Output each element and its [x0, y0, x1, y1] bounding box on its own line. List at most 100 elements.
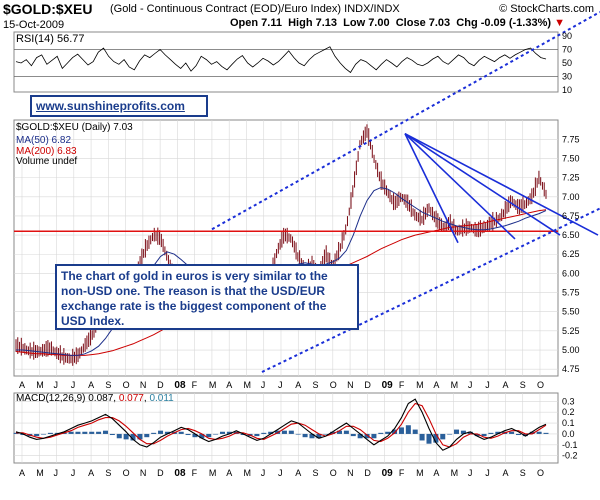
down-arrow-icon: ▼ — [554, 17, 565, 29]
price-x-tick-label: A — [88, 380, 94, 390]
macd-histogram-bar — [364, 433, 370, 439]
macd-histogram-bar — [261, 432, 267, 434]
macd-histogram-bar — [89, 431, 95, 434]
macd-x-tick-label: J — [261, 468, 266, 478]
macd-histogram-bar — [330, 431, 336, 434]
price-tick-label: 5.00 — [562, 345, 580, 355]
price-x-tick-label: S — [105, 380, 111, 390]
price-x-tick-label: A — [19, 380, 25, 390]
macd-histogram-bar — [185, 433, 191, 436]
macd-tick-label: -0.2 — [562, 451, 578, 461]
upper-channel-line — [211, 11, 600, 231]
price-x-tick-label: 08 — [174, 380, 186, 391]
rsi-line — [15, 46, 547, 74]
price-tick-label: 5.25 — [562, 326, 580, 336]
macd-histogram-bar — [337, 430, 343, 434]
price-x-tick-label: D — [157, 380, 164, 390]
price-x-tick-label: M — [416, 380, 424, 390]
macd-x-tick-label: M — [416, 468, 424, 478]
price-x-tick-label: A — [502, 380, 508, 390]
macd-histogram-bar — [350, 433, 356, 437]
macd-x-tick-label: S — [313, 468, 319, 478]
price-x-tick-label: M — [243, 380, 251, 390]
rsi-tick-label: 90 — [562, 31, 572, 41]
macd-tick-label: 0.1 — [562, 418, 575, 428]
rsi-tick-label: 50 — [562, 58, 572, 68]
price-x-tick-label: N — [140, 380, 147, 390]
annotation-text: The chart of gold in euros is very simil… — [61, 269, 328, 328]
macd-histogram-bar — [254, 433, 260, 437]
macd-histogram-bar — [34, 433, 40, 437]
macd-histogram-bar — [426, 433, 432, 444]
macd-x-tick-label: A — [295, 468, 301, 478]
macd-line — [15, 398, 547, 451]
price-tick-label: 7.25 — [562, 173, 580, 183]
macd-histogram-bar — [378, 432, 384, 434]
price-tick-label: 7.75 — [562, 134, 580, 144]
macd-x-tick-label: F — [399, 468, 405, 478]
price-tick-label: 7.00 — [562, 192, 580, 202]
price-tick-label: 4.75 — [562, 364, 580, 374]
price-tick-label: 5.75 — [562, 288, 580, 298]
price-tick-label: 6.25 — [562, 249, 580, 259]
macd-x-tick-label: J — [71, 468, 76, 478]
price-x-tick-label: F — [399, 380, 405, 390]
macd-x-tick-label: M — [36, 468, 44, 478]
price-x-tick-label: D — [364, 380, 371, 390]
copyright-label: © StockCharts.com — [499, 3, 594, 15]
price-x-tick-label: 09 — [382, 380, 394, 391]
macd-histogram-bar — [419, 433, 425, 441]
macd-histogram-bar — [116, 433, 122, 439]
axis-layer: 90 70 50 30 10 7.75 7.50 7.25 7.00 6.75 6.50 6.25 6.… — [19, 31, 580, 479]
rsi-label: RSI(14) 56.77 — [16, 33, 85, 45]
macd-tick-label: -0.1 — [562, 440, 578, 450]
macd-x-tick-label: J — [278, 468, 283, 478]
price-x-tick-label: M — [36, 380, 44, 390]
macd-histogram-bar — [268, 431, 274, 434]
macd-x-tick-label: D — [157, 468, 164, 478]
price-tick-label: 6.50 — [562, 230, 580, 240]
price-x-tick-label: J — [485, 380, 490, 390]
macd-histogram-bar — [164, 431, 170, 434]
macd-x-tick-label: M — [451, 468, 459, 478]
macd-x-tick-label: S — [105, 468, 111, 478]
macd-histogram-bar — [316, 433, 322, 439]
price-x-tick-label: A — [226, 380, 232, 390]
macd-x-tick-label: O — [330, 468, 337, 478]
close-value: Close 7.03 — [395, 17, 451, 29]
macd-x-tick-label: F — [192, 468, 198, 478]
website-link[interactable]: www.sunshineprofits.com — [36, 99, 185, 113]
macd-histogram-bar — [281, 430, 287, 434]
macd-histogram-bar — [495, 431, 501, 434]
rsi-tick-label: 70 — [562, 45, 572, 55]
website-link-box[interactable]: www.sunshineprofits.com — [30, 95, 208, 117]
macd-histogram-bar — [467, 431, 473, 434]
macd-x-tick-label: J — [468, 468, 473, 478]
macd-histogram-bar — [447, 433, 453, 435]
price-x-tick-label: F — [192, 380, 198, 390]
macd-histogram-bar — [219, 431, 225, 434]
macd-histogram-bar — [536, 431, 542, 434]
macd-x-tick-label: A — [19, 468, 25, 478]
price-x-tick-label: J — [278, 380, 283, 390]
macd-histogram-bar — [178, 431, 184, 434]
macd-histogram-bar — [13, 432, 19, 434]
macd-histogram-bar — [398, 427, 404, 434]
macd-histogram-bar — [515, 433, 521, 436]
high-value: High 7.13 — [288, 17, 338, 29]
macd-histogram-bar — [130, 433, 136, 441]
macd-x-tick-label: N — [140, 468, 147, 478]
macd-x-tick-label: 08 — [174, 468, 186, 479]
macd-histogram-bar — [440, 433, 446, 440]
rsi-panel — [13, 31, 559, 93]
macd-histogram-bar — [302, 433, 308, 438]
macd-histogram-bar — [481, 433, 487, 437]
macd-histogram-bar — [61, 432, 67, 434]
macd-tick-label: 0.3 — [562, 396, 575, 406]
macd-histogram-bar — [151, 432, 157, 434]
macd-histogram-bar — [543, 432, 549, 434]
fan-line — [404, 133, 516, 240]
macd-histogram-bar — [385, 431, 391, 434]
macd-histogram-bar — [295, 433, 301, 435]
